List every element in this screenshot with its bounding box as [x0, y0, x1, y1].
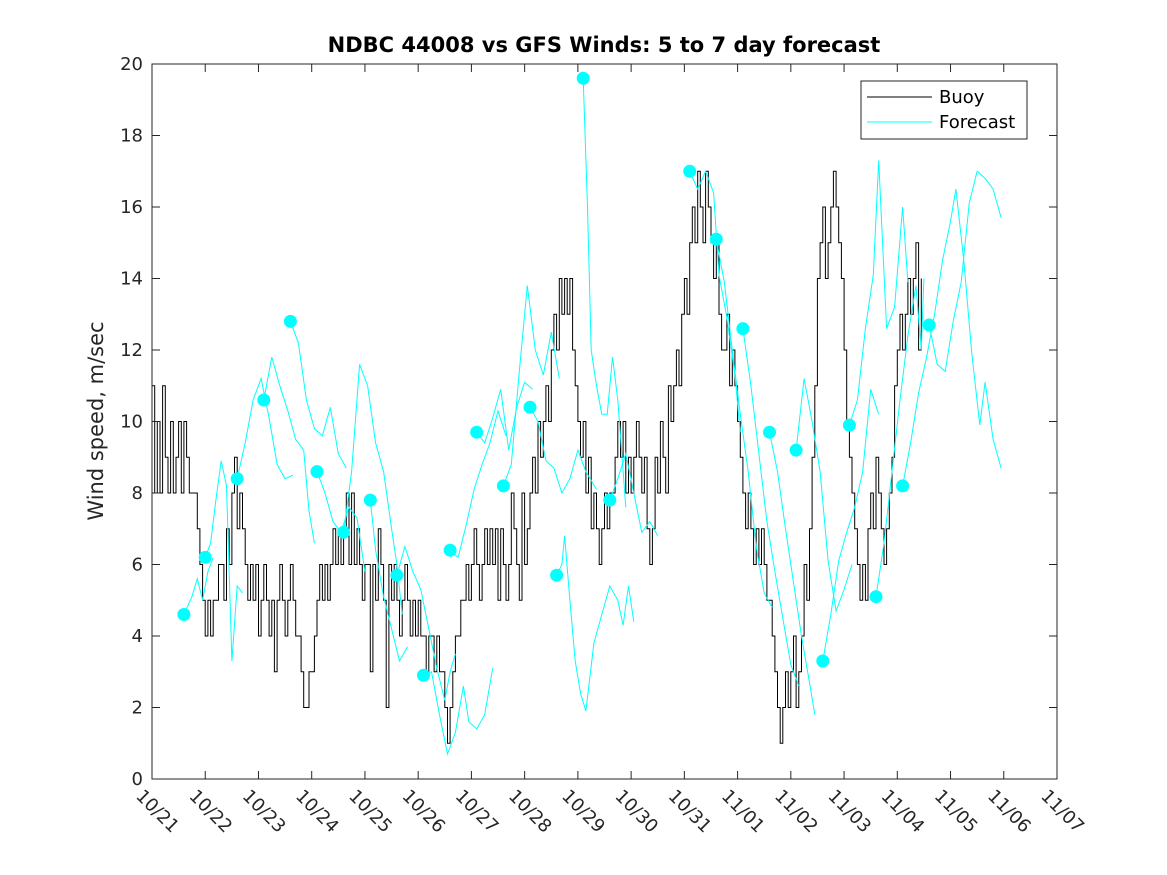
forecast-start-point-20 — [736, 322, 750, 336]
legend-label-forecast: Forecast — [939, 112, 1015, 133]
y-tick-label-6: 6 — [132, 555, 143, 576]
series-forecast-line-11 — [449, 408, 507, 559]
series-forecast-line-26 — [902, 189, 1002, 486]
series-forecast-line-5 — [289, 321, 347, 469]
forecast-start-point-25 — [869, 590, 883, 604]
series-forecast-line-14 — [529, 406, 597, 495]
legend-box — [860, 80, 1028, 140]
series-forecast-line-9 — [396, 544, 456, 701]
series-forecast-line-27 — [928, 170, 1002, 373]
series-forecast-line-10 — [423, 668, 494, 756]
forecast-start-point-2 — [198, 550, 212, 564]
forecast-start-point-1 — [177, 608, 191, 621]
forecast-start-point-26 — [896, 479, 910, 493]
y-tick-label-0: 0 — [132, 769, 143, 790]
forecast-start-point-3 — [230, 472, 244, 486]
y-tick-label-16: 16 — [120, 197, 143, 218]
forecast-start-point-27 — [922, 318, 936, 332]
y-tick-label-8: 8 — [132, 483, 143, 504]
forecast-start-point-10 — [417, 668, 430, 682]
forecast-start-point-7 — [337, 525, 351, 539]
forecast-start-point-12 — [470, 425, 484, 439]
forecast-start-point-13 — [496, 479, 510, 493]
series-forecast-line-20 — [742, 328, 800, 687]
series-forecast-line-7 — [343, 364, 403, 615]
forecast-start-point-23 — [816, 654, 830, 668]
series-forecast-line-22 — [795, 378, 853, 613]
forecast-start-point-9 — [390, 568, 404, 582]
series-forecast-line-19 — [715, 239, 773, 608]
forecast-start-point-22 — [789, 443, 803, 457]
series-forecast-line-24 — [848, 160, 909, 426]
forecast-start-point-14 — [523, 400, 537, 414]
forecast-start-point-6 — [310, 465, 324, 479]
forecast-start-point-5 — [283, 314, 297, 328]
series-forecast-line-1 — [183, 557, 214, 615]
series-forecast-line-25 — [875, 278, 925, 597]
y-tick-label-20: 20 — [120, 54, 143, 75]
series-forecast-line-2 — [204, 460, 243, 662]
series-forecast-line-21 — [769, 432, 816, 715]
series-forecast-line-13 — [502, 285, 560, 487]
series-forecast-line-23 — [822, 389, 880, 662]
forecast-start-point-17 — [603, 493, 617, 507]
forecast-start-point-21 — [763, 425, 776, 439]
y-tick-label-4: 4 — [132, 626, 143, 647]
series-forecast-line-4 — [263, 356, 315, 544]
series-buoy-line — [152, 170, 922, 744]
series-forecast-line-8 — [369, 500, 408, 663]
forecast-start-point-18 — [683, 164, 697, 178]
y-tick-label-12: 12 — [120, 340, 143, 361]
y-tick-label-18: 18 — [120, 126, 143, 147]
forecast-start-point-24 — [842, 418, 856, 432]
series-forecast-line-16 — [582, 78, 627, 508]
series-forecast-line-12 — [476, 381, 533, 451]
series-forecast-line-17 — [609, 451, 659, 537]
y-tick-label-14: 14 — [120, 269, 143, 290]
forecast-start-point-11 — [443, 543, 457, 557]
forecast-start-point-16 — [576, 71, 590, 85]
legend-label-buoy: Buoy — [939, 87, 985, 108]
y-tick-label-10: 10 — [120, 412, 143, 433]
series-forecast-line-15 — [556, 535, 635, 712]
chart-title: NDBC 44008 vs GFS Winds: 5 to 7 day fore… — [328, 33, 881, 57]
forecast-start-point-15 — [550, 568, 564, 582]
forecast-start-point-19 — [709, 232, 723, 246]
forecast-start-point-4 — [257, 393, 271, 407]
y-tick-label-2: 2 — [132, 698, 143, 719]
plot-area — [152, 71, 1002, 756]
y-axis-label: Wind speed, m/sec — [84, 321, 108, 520]
legend: Buoy Forecast — [860, 80, 1028, 140]
forecast-start-point-8 — [363, 493, 377, 507]
